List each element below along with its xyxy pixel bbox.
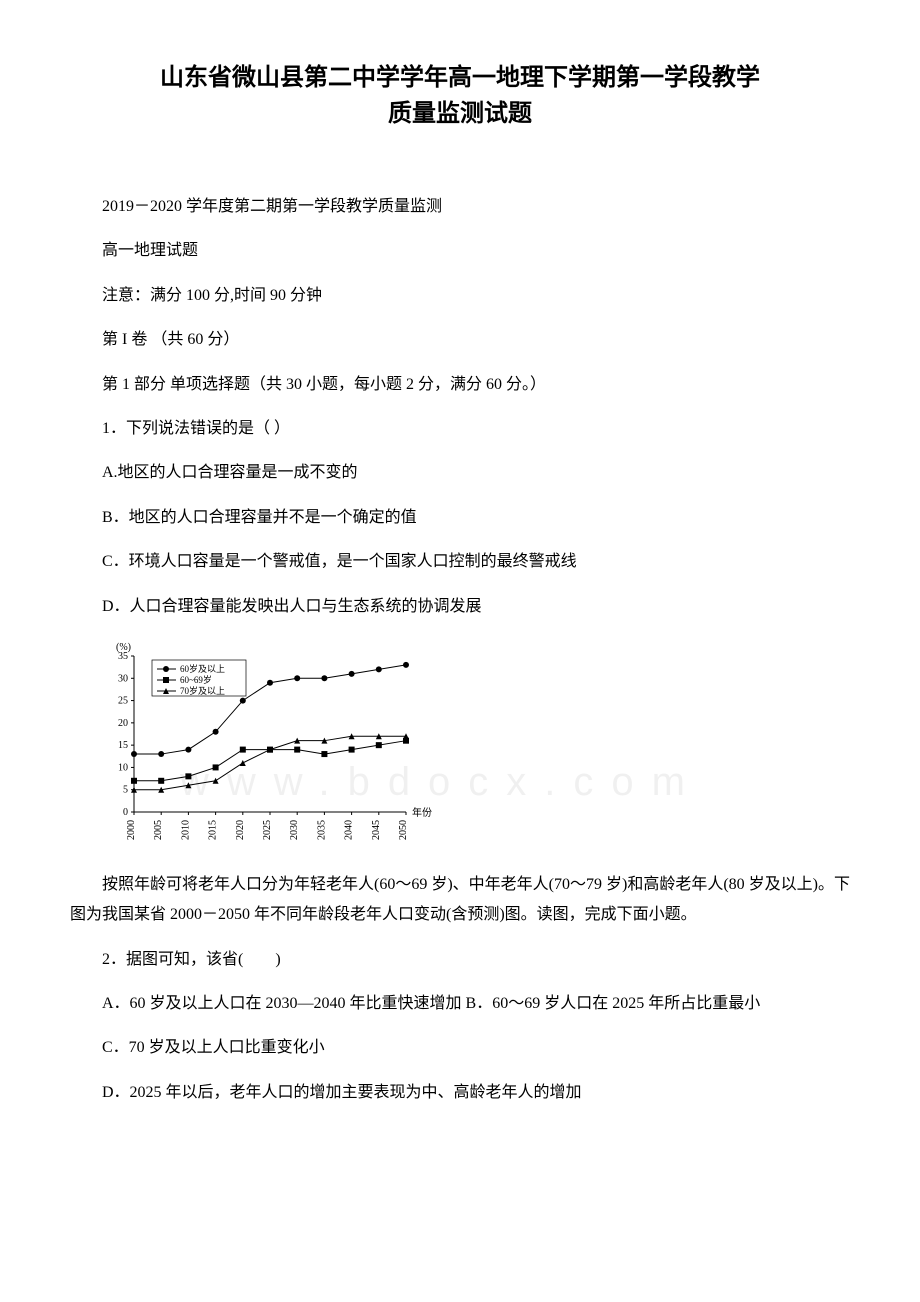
exam-subject: 高一地理试题 bbox=[70, 236, 850, 266]
option-2d: D．2025 年以后，老年人口的增加主要表现为中、高龄老年人的增加 bbox=[70, 1078, 850, 1108]
option-1c: C．环境人口容量是一个警戒值，是一个国家人口控制的最终警戒线 bbox=[70, 547, 850, 577]
document-title: 山东省微山县第二中学学年高一地理下学期第一学段教学 质量监测试题 bbox=[70, 60, 850, 132]
svg-text:2025: 2025 bbox=[262, 820, 273, 840]
svg-text:2020: 2020 bbox=[235, 820, 246, 840]
title-line-1: 山东省微山县第二中学学年高一地理下学期第一学段教学 bbox=[70, 60, 850, 96]
exam-info: 2019－2020 学年度第二期第一学段教学质量监测 bbox=[70, 192, 850, 222]
svg-text:70岁及以上: 70岁及以上 bbox=[180, 685, 225, 696]
exam-note: 注意：满分 100 分,时间 90 分钟 bbox=[70, 281, 850, 311]
svg-text:2000: 2000 bbox=[126, 820, 137, 840]
question-2: 2．据图可知，该省( ) bbox=[70, 945, 850, 975]
population-chart: 05101520253035(%)20002005201020152020202… bbox=[102, 636, 850, 856]
svg-text:2010: 2010 bbox=[180, 820, 191, 840]
section-1-header: 第 I 卷 （共 60 分） bbox=[70, 325, 850, 355]
option-2ab: A．60 岁及以上人口在 2030—2040 年比重快速增加 B．60～69 岁… bbox=[70, 989, 850, 1019]
option-2c: C．70 岁及以上人口比重变化小 bbox=[70, 1033, 850, 1063]
chart-description: 按照年龄可将老年人口分为年轻老年人(60～69 岁)、中年老年人(70～79 岁… bbox=[70, 870, 850, 931]
svg-text:(%): (%) bbox=[116, 642, 131, 653]
option-1b: B．地区的人口合理容量并不是一个确定的值 bbox=[70, 503, 850, 533]
svg-text:60~69岁: 60~69岁 bbox=[180, 674, 212, 685]
svg-text:25: 25 bbox=[118, 695, 128, 706]
title-line-2: 质量监测试题 bbox=[70, 96, 850, 132]
svg-text:0: 0 bbox=[123, 807, 128, 818]
line-chart-svg: 05101520253035(%)20002005201020152020202… bbox=[102, 636, 442, 856]
part-1-header: 第 1 部分 单项选择题（共 30 小题，每小题 2 分，满分 60 分。） bbox=[70, 370, 850, 400]
svg-text:2050: 2050 bbox=[398, 820, 409, 840]
svg-text:30: 30 bbox=[118, 673, 128, 684]
svg-text:10: 10 bbox=[118, 762, 128, 773]
svg-text:2005: 2005 bbox=[153, 820, 164, 840]
svg-text:2045: 2045 bbox=[371, 820, 382, 840]
svg-text:20: 20 bbox=[118, 718, 128, 729]
question-1: 1．下列说法错误的是（ ） bbox=[70, 414, 850, 444]
svg-text:2035: 2035 bbox=[316, 820, 327, 840]
option-1a: A.地区的人口合理容量是一成不变的 bbox=[70, 458, 850, 488]
svg-text:60岁及以上: 60岁及以上 bbox=[180, 663, 225, 674]
svg-text:2040: 2040 bbox=[344, 820, 355, 840]
option-1d: D．人口合理容量能发映出人口与生态系统的协调发展 bbox=[70, 592, 850, 622]
svg-text:15: 15 bbox=[118, 740, 128, 751]
svg-text:年份: 年份 bbox=[412, 806, 432, 819]
svg-text:2015: 2015 bbox=[208, 820, 219, 840]
svg-text:2030: 2030 bbox=[289, 820, 300, 840]
svg-text:5: 5 bbox=[123, 785, 128, 796]
